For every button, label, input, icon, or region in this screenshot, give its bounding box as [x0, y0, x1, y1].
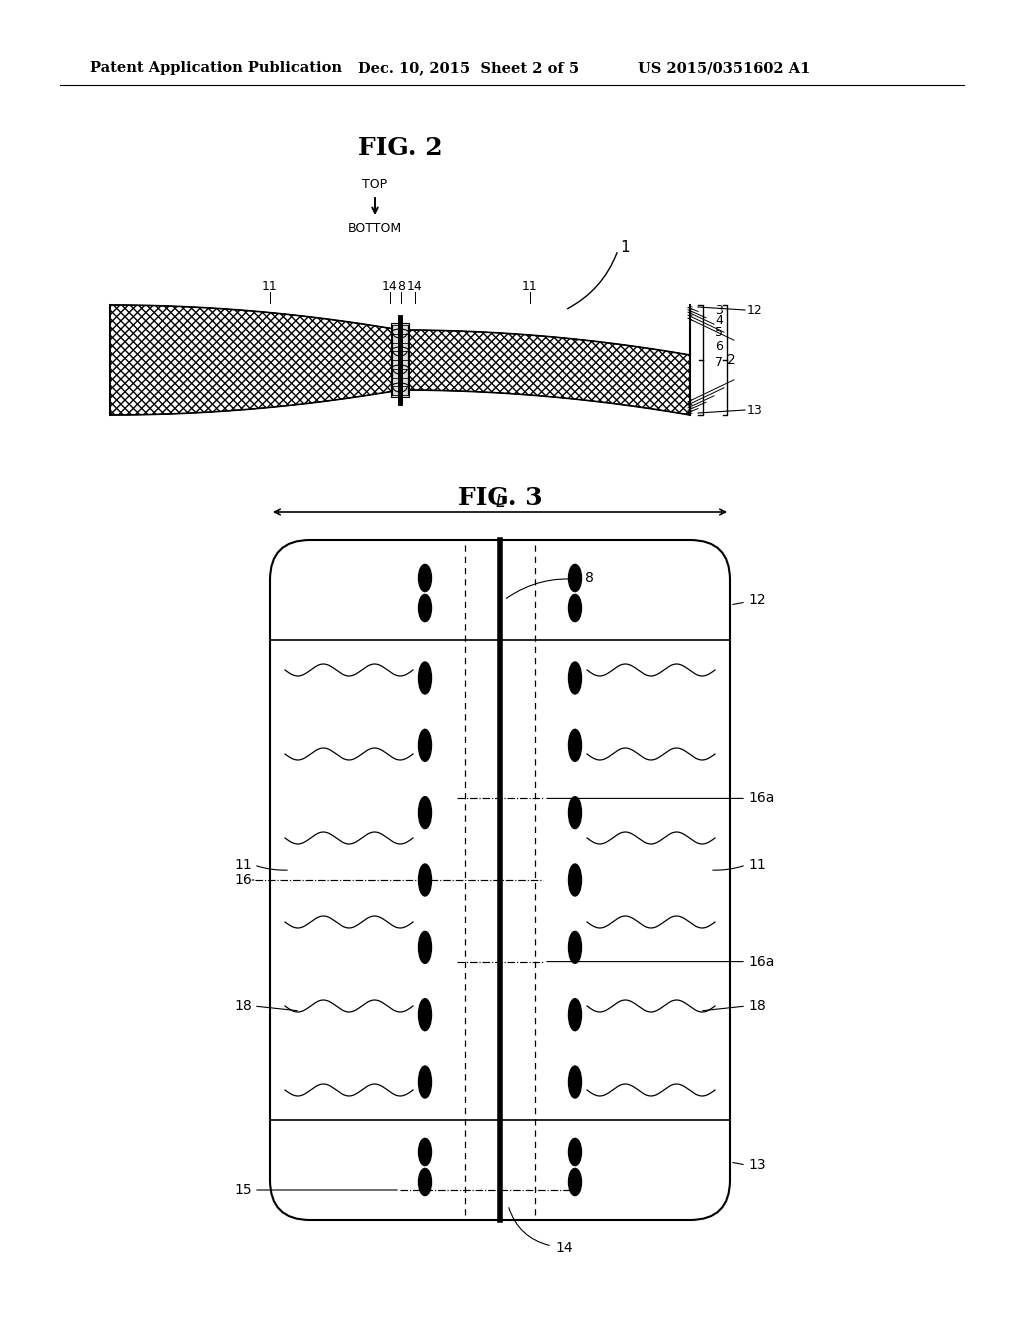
- FancyBboxPatch shape: [270, 540, 730, 1220]
- Text: FIG. 2: FIG. 2: [357, 136, 442, 160]
- Text: 3: 3: [715, 305, 723, 318]
- Ellipse shape: [419, 865, 431, 896]
- Text: 8: 8: [585, 572, 594, 585]
- Ellipse shape: [419, 932, 431, 964]
- Text: 8: 8: [397, 281, 406, 293]
- Text: 14: 14: [555, 1241, 572, 1255]
- Ellipse shape: [419, 594, 431, 622]
- Text: 14: 14: [382, 281, 398, 293]
- Text: 16a: 16a: [748, 954, 774, 969]
- Text: 18: 18: [748, 999, 766, 1012]
- Text: 13: 13: [746, 404, 763, 417]
- Ellipse shape: [419, 1168, 431, 1196]
- Text: 12: 12: [746, 304, 763, 317]
- Text: 11: 11: [262, 281, 278, 293]
- Text: 2: 2: [727, 352, 736, 367]
- Ellipse shape: [568, 865, 582, 896]
- Ellipse shape: [419, 999, 431, 1031]
- Text: 16: 16: [234, 873, 252, 887]
- Text: 18: 18: [234, 999, 252, 1012]
- Text: 14: 14: [408, 281, 423, 293]
- Text: 13: 13: [748, 1158, 766, 1172]
- Ellipse shape: [568, 663, 582, 694]
- Ellipse shape: [568, 999, 582, 1031]
- Ellipse shape: [568, 1138, 582, 1166]
- Text: 16a: 16a: [748, 792, 774, 805]
- Text: 4: 4: [715, 314, 723, 327]
- Ellipse shape: [419, 797, 431, 829]
- Text: L: L: [496, 492, 505, 511]
- Text: 11: 11: [748, 858, 766, 873]
- Text: TOP: TOP: [362, 178, 387, 191]
- Ellipse shape: [568, 730, 582, 762]
- Ellipse shape: [568, 797, 582, 829]
- Ellipse shape: [419, 565, 431, 591]
- Polygon shape: [110, 305, 399, 414]
- Ellipse shape: [419, 1067, 431, 1098]
- Ellipse shape: [419, 1138, 431, 1166]
- Text: 6: 6: [715, 341, 723, 354]
- Text: 12: 12: [748, 593, 766, 607]
- Text: 11: 11: [522, 281, 538, 293]
- Text: FIG. 3: FIG. 3: [458, 486, 543, 510]
- Polygon shape: [401, 330, 690, 414]
- Text: US 2015/0351602 A1: US 2015/0351602 A1: [638, 61, 810, 75]
- Ellipse shape: [568, 1168, 582, 1196]
- Text: 1: 1: [620, 240, 630, 256]
- Text: 15: 15: [234, 1183, 252, 1197]
- Text: 5: 5: [715, 326, 723, 339]
- Text: 11: 11: [234, 858, 252, 873]
- Ellipse shape: [419, 663, 431, 694]
- Text: 7: 7: [715, 356, 723, 370]
- Ellipse shape: [568, 932, 582, 964]
- Ellipse shape: [568, 594, 582, 622]
- Polygon shape: [391, 323, 409, 397]
- Ellipse shape: [568, 1067, 582, 1098]
- Ellipse shape: [419, 730, 431, 762]
- Text: BOTTOM: BOTTOM: [348, 222, 402, 235]
- Ellipse shape: [568, 565, 582, 591]
- Text: Dec. 10, 2015  Sheet 2 of 5: Dec. 10, 2015 Sheet 2 of 5: [358, 61, 580, 75]
- Text: Patent Application Publication: Patent Application Publication: [90, 61, 342, 75]
